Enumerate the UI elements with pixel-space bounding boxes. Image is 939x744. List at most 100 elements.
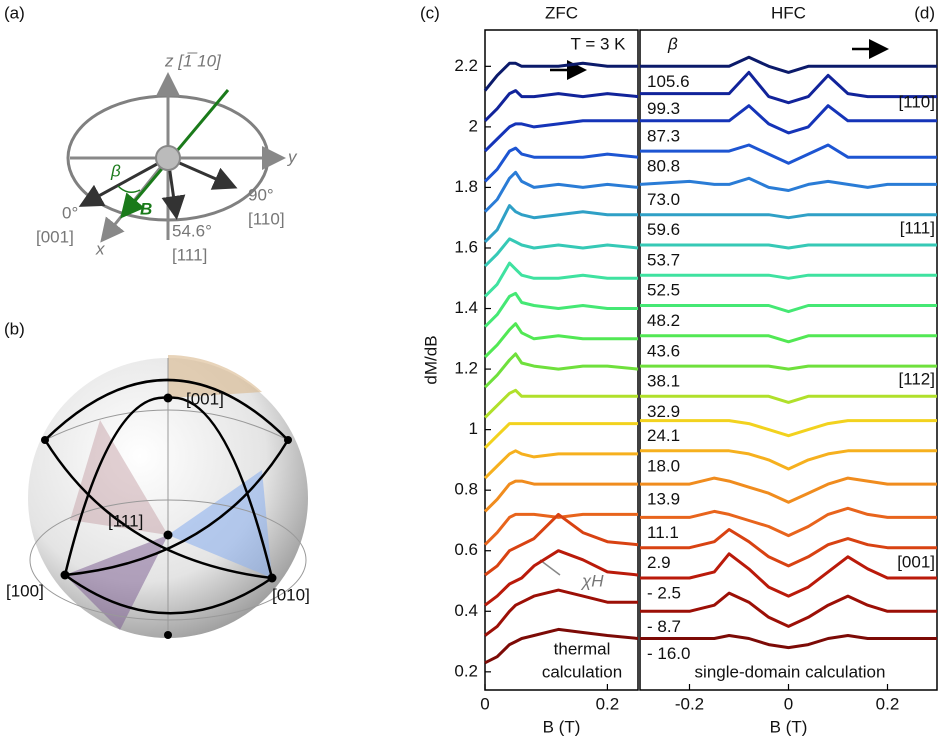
curve	[483, 119, 638, 153]
sector	[168, 470, 272, 578]
direction-label: [001]	[186, 389, 224, 408]
x-tick-label: 0	[784, 694, 793, 713]
curve	[640, 634, 937, 650]
y-tick-label: 2.2	[454, 56, 478, 75]
panel-a: (a) z [1̅ 10] y x β B 0° [001] 54.6° [11…	[4, 3, 298, 264]
curve	[483, 479, 638, 513]
curve	[640, 304, 937, 314]
curve	[640, 394, 937, 404]
plot-frame	[484, 29, 639, 691]
curve	[483, 422, 638, 449]
curve	[640, 143, 937, 165]
beta-label: 87.3	[647, 126, 680, 145]
beta-label: 11.1	[647, 523, 679, 542]
beta-label: 2.9	[647, 553, 671, 572]
annotation: [112]	[898, 369, 935, 388]
b-label: B	[140, 199, 152, 218]
annotation: [111]	[900, 218, 935, 237]
curve	[483, 170, 639, 213]
curve	[483, 146, 639, 183]
beta-label: β	[110, 161, 121, 180]
beta-label: 32.9	[647, 402, 680, 421]
angle-label: 54.6°	[172, 221, 212, 240]
sector	[70, 420, 168, 535]
plot-frame	[639, 29, 938, 691]
y-tick-label: 1.4	[454, 298, 478, 317]
curve	[640, 364, 937, 371]
great-circle	[44, 378, 289, 441]
curve	[640, 419, 937, 438]
beta-label: 38.1	[647, 372, 680, 391]
curve	[484, 512, 639, 577]
curve	[640, 552, 937, 598]
curve	[640, 506, 937, 538]
y-tick-label: 0.4	[454, 601, 478, 620]
curve	[640, 213, 937, 220]
beta-label: 52.5	[647, 281, 680, 300]
beta-label: 73.0	[647, 190, 680, 209]
curve	[640, 528, 937, 568]
y-tick-label: 1.8	[454, 177, 478, 196]
curve	[483, 512, 638, 546]
curve	[640, 70, 937, 105]
annotation: thermal	[554, 639, 611, 658]
curve	[483, 237, 639, 268]
direction-label: [100]	[6, 581, 44, 600]
beta-label: 99.3	[647, 99, 680, 118]
annotation: [001]	[897, 552, 935, 571]
beta-label: - 2.5	[647, 583, 681, 602]
x-tick-label: 0.2	[876, 694, 900, 713]
axis-label: [110]	[248, 209, 285, 228]
curve	[483, 291, 638, 328]
panel-title: HFC	[771, 3, 806, 22]
curve	[640, 55, 937, 74]
curve	[484, 588, 638, 637]
curve	[483, 261, 638, 298]
y-tick-label: 1	[469, 419, 478, 438]
y-axis-label: dM/dB	[421, 335, 440, 384]
curve	[640, 591, 937, 628]
x-axis-label: B (T)	[770, 717, 808, 736]
curve	[483, 352, 639, 389]
grid-circle	[44, 409, 289, 441]
dir-arrow	[78, 156, 169, 207]
panel-label: (d)	[914, 3, 935, 22]
y-tick-label: 1.6	[454, 237, 478, 256]
great-circle	[64, 439, 290, 577]
great-circle	[43, 439, 273, 580]
curve	[640, 243, 937, 250]
beta-label: 43.6	[647, 341, 680, 360]
annotation: χH	[580, 571, 604, 590]
y-tick-label: 0.6	[454, 540, 478, 559]
beta-label: 13.9	[647, 490, 680, 509]
curve	[483, 388, 638, 419]
beta-label: 24.1	[647, 426, 680, 445]
curve	[640, 273, 937, 280]
y-label: y	[287, 147, 298, 166]
x-label: x	[95, 239, 105, 258]
beta-label: - 16.0	[647, 644, 690, 663]
beta-label: 48.2	[647, 311, 680, 330]
panel-b: (b) [001] [111] [100] [010]	[4, 319, 310, 639]
y-tick-label: 0.8	[454, 480, 478, 499]
curve	[484, 549, 639, 607]
panel-label: (c)	[420, 3, 440, 22]
curve	[640, 334, 937, 344]
beta-label: 80.8	[647, 157, 680, 176]
direction-label: [010]	[272, 585, 310, 604]
y-tick-label: 2	[469, 116, 478, 135]
annotation: [110]	[898, 92, 935, 111]
x-tick-label: 0.2	[596, 694, 620, 713]
x-tick-label: 0	[480, 694, 489, 713]
axis-label: [111]	[172, 245, 207, 264]
curve	[640, 104, 937, 135]
pole-dots	[41, 393, 292, 639]
legend-title: β	[667, 34, 678, 53]
panel-label: (a)	[4, 3, 25, 22]
angle-arc	[117, 185, 141, 193]
panel-title: ZFC	[545, 3, 578, 22]
curve	[483, 322, 638, 359]
z-label: z [1̅ 10]	[164, 51, 222, 70]
angle-label: 90°	[248, 185, 274, 204]
